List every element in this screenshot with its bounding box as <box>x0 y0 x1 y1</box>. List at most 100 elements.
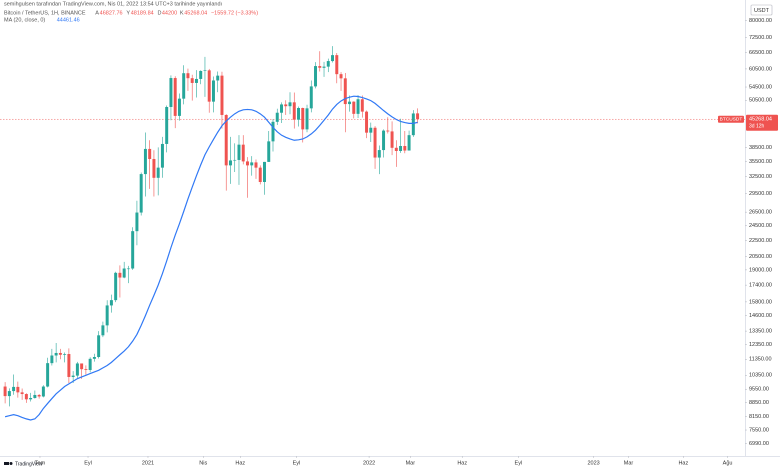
candle-body <box>365 111 369 133</box>
candle-body <box>118 272 122 278</box>
x-tick-label: Eyl <box>84 460 92 466</box>
candle-body <box>16 386 20 393</box>
candle-body <box>352 101 356 114</box>
countdown: 3d 12h <box>749 124 765 130</box>
candle-body <box>207 70 211 102</box>
candle-body <box>216 75 220 81</box>
currency-box[interactable] <box>750 4 773 16</box>
candle-body <box>148 148 152 159</box>
candle-body <box>245 161 249 166</box>
candle-body <box>24 394 28 400</box>
candle-body <box>63 354 67 355</box>
candle-body <box>254 162 258 168</box>
y-tick-label: 50500.00 <box>749 98 772 104</box>
candle-body <box>199 70 203 79</box>
candle-body <box>71 375 75 377</box>
candle-body <box>173 78 177 116</box>
y-tick-label: 6990.00 <box>749 441 769 447</box>
y-tick-label: 9550.00 <box>749 387 769 393</box>
publisher: semihgulsen tarafından TradingView.com, … <box>4 1 222 7</box>
candle-body <box>46 363 50 387</box>
candle-body <box>67 354 71 377</box>
candle-body <box>288 102 292 107</box>
x-tick-label: Mar <box>624 460 634 466</box>
x-tick-label: Haz <box>678 460 688 466</box>
candle-body <box>250 162 254 166</box>
y-tick-label: 26500.00 <box>749 210 772 216</box>
chart-title: Bitcoin / TetherUS, 1H, BINANCE <box>4 10 86 16</box>
candle-body <box>386 130 390 132</box>
ohlc-value: 45268.04 <box>184 10 207 16</box>
candle-body <box>182 73 186 99</box>
candle-body <box>267 141 271 162</box>
ohlc-value: 44200 <box>162 10 177 16</box>
candle-body <box>33 394 37 398</box>
x-tick-label: Tem <box>35 460 46 466</box>
ohlc-value: 48189.84 <box>131 10 154 16</box>
y-tick-label: 60500.00 <box>749 66 772 72</box>
candle-body <box>390 131 394 148</box>
symbol-tag <box>718 115 744 123</box>
candle-body <box>37 394 41 397</box>
candle-body <box>190 78 194 83</box>
candle-body <box>41 386 45 397</box>
candle-body <box>126 268 130 270</box>
candle-body <box>169 78 173 107</box>
candle-body <box>160 143 164 168</box>
symbol-label: BTCUSDT <box>720 117 743 123</box>
currency[interactable]: USDT <box>754 8 770 14</box>
candle-body <box>284 104 288 107</box>
candle-body <box>114 272 118 301</box>
candle-body <box>356 99 360 114</box>
y-tick-label: 13350.00 <box>749 329 772 335</box>
x-tick-label: Haz <box>235 460 245 466</box>
candle-body <box>331 55 335 62</box>
candle-body <box>411 113 415 136</box>
y-tick-label: 22500.00 <box>749 238 772 244</box>
candle-body <box>280 104 283 113</box>
candle-body <box>241 144 245 162</box>
candle-body <box>233 159 237 161</box>
candle-body <box>258 167 262 182</box>
y-tick-label: 38500.00 <box>749 145 772 151</box>
candle-body <box>292 102 296 120</box>
y-tick-label: 8150.00 <box>749 414 769 420</box>
x-tick-label: Mar <box>406 460 416 466</box>
x-tick-label: 2023 <box>587 460 599 466</box>
x-tick-label: Nis <box>199 460 207 466</box>
y-tick-label: 20500.00 <box>749 254 772 260</box>
candle-body <box>271 121 275 142</box>
ohlc-prefix: D <box>157 10 161 16</box>
y-tick-label: 19000.00 <box>749 267 772 273</box>
y-tick-label: 54500.00 <box>749 84 772 90</box>
candle-body <box>335 55 339 75</box>
candle-body <box>152 158 156 178</box>
candle-body <box>382 130 386 151</box>
candle-body <box>403 145 407 151</box>
candle-body <box>326 61 330 67</box>
candle-body <box>7 391 11 397</box>
x-tick-label: 2021 <box>142 460 154 466</box>
ma-value: 44461.46 <box>57 17 80 23</box>
candles <box>3 46 420 407</box>
candle-body <box>194 78 198 83</box>
candle-body <box>220 75 224 115</box>
brand: TradingView <box>15 461 43 467</box>
ma-legend: MA (20, close, 0) <box>4 17 45 23</box>
candle-body <box>348 101 352 105</box>
candle-body <box>203 70 207 71</box>
candle-body <box>237 144 241 160</box>
candle-body <box>224 114 228 166</box>
x-tick-label: Eyl <box>293 460 301 466</box>
candle-body <box>360 99 364 112</box>
price-label: 45268.04 <box>749 117 772 123</box>
y-tick-label: 35500.00 <box>749 159 772 165</box>
candle-body <box>369 127 373 133</box>
y-tick-label: 80000.00 <box>749 18 772 24</box>
candle-body <box>92 357 96 359</box>
y-tick-label: 72500.00 <box>749 35 772 41</box>
candle-body <box>135 212 139 232</box>
candle-body <box>75 363 79 376</box>
